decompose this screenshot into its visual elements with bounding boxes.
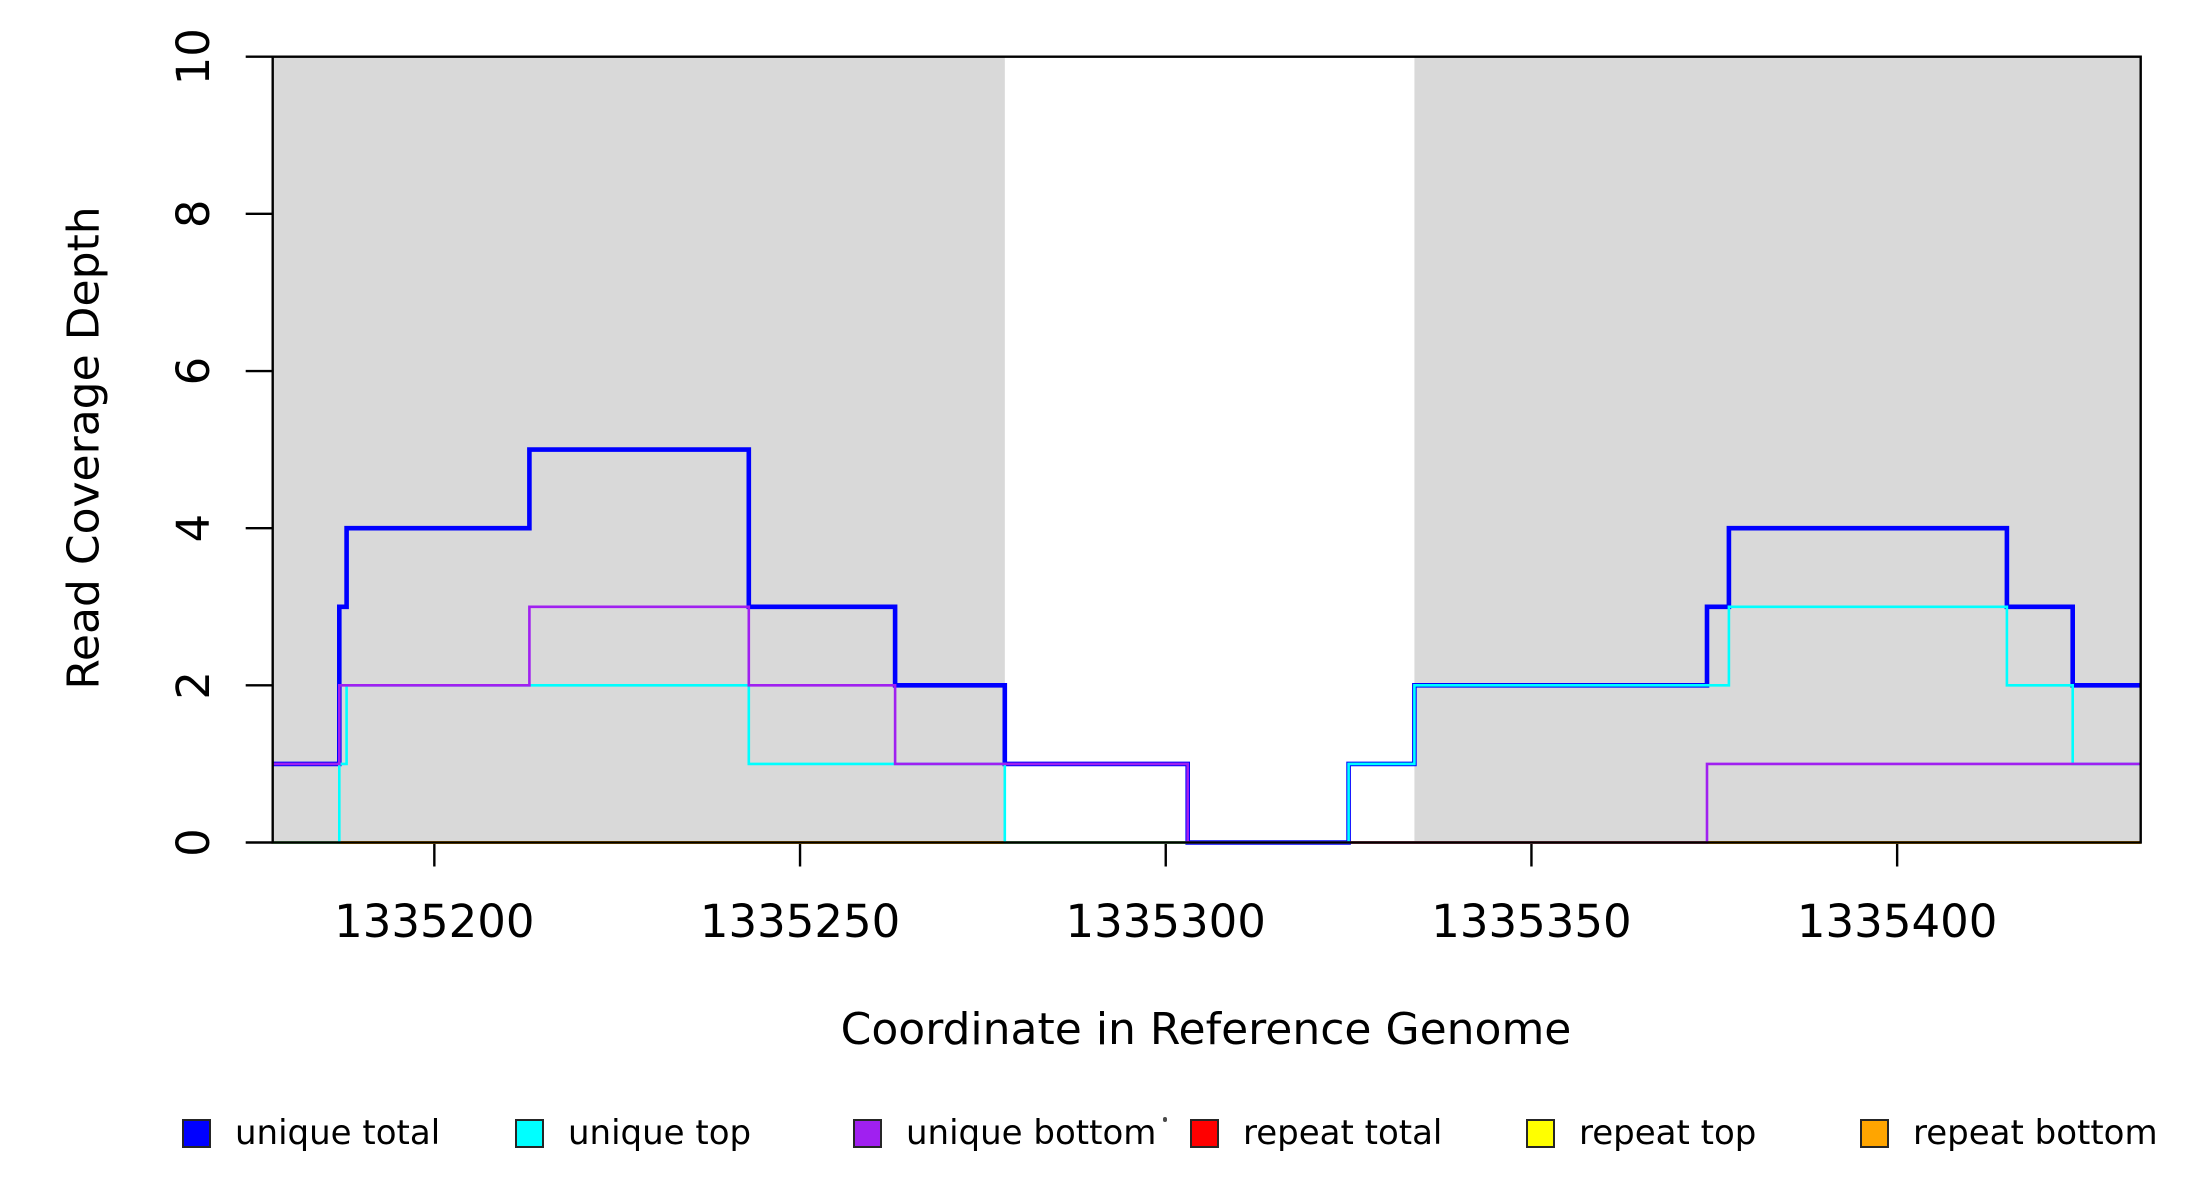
legend-swatch-repeat-total (1190, 1118, 1219, 1148)
y-tick-label: 6 (167, 357, 220, 386)
x-tick-label: 1335250 (700, 895, 900, 948)
legend-swatch-unique-bottom (853, 1118, 882, 1148)
legend-item-repeat-bottom: repeat bottom (1860, 1116, 2158, 1150)
legend-label: repeat total (1243, 1113, 1443, 1153)
y-tick-label: 2 (167, 671, 220, 700)
legend-item-unique-total: unique total (182, 1116, 440, 1150)
legend-swatch-unique-top (515, 1118, 544, 1148)
y-tick-label: 0 (167, 828, 220, 857)
legend-item-repeat-total: repeat total (1190, 1116, 1442, 1150)
plot-box (271, 55, 2142, 844)
y-tick-label: 4 (167, 514, 220, 543)
legend-swatch-repeat-bottom (1860, 1118, 1889, 1148)
legend-label: repeat top (1579, 1113, 1757, 1153)
legend-swatch-unique-total (182, 1118, 211, 1148)
x-tick-label: 1335200 (334, 895, 534, 948)
legend-label: unique top (568, 1113, 752, 1153)
legend-item-unique-top: unique top (515, 1116, 751, 1150)
legend-label: unique bottom (906, 1113, 1157, 1153)
y-tick-label: 10 (167, 28, 220, 85)
shaded-region (1414, 56, 2141, 843)
legend-label: repeat bottom (1913, 1113, 2158, 1153)
legend-swatch-repeat-top (1526, 1118, 1555, 1148)
x-tick-label: 1335350 (1431, 895, 1631, 948)
y-axis-label: Read Coverage Depth (58, 206, 110, 690)
series-unique-top (272, 605, 2141, 844)
x-tick-label: 1335400 (1797, 895, 1997, 948)
legend-item-unique-bottom: unique bottom (853, 1116, 1156, 1150)
legend-artifact-dot (1163, 1117, 1167, 1122)
x-axis-label: Coordinate in Reference Genome (840, 1004, 1572, 1055)
legend-item-repeat-top: repeat top (1526, 1116, 1756, 1150)
legend-label: unique total (235, 1113, 441, 1153)
x-tick-label: 1335300 (1066, 895, 1266, 948)
y-tick-label: 8 (167, 200, 220, 229)
